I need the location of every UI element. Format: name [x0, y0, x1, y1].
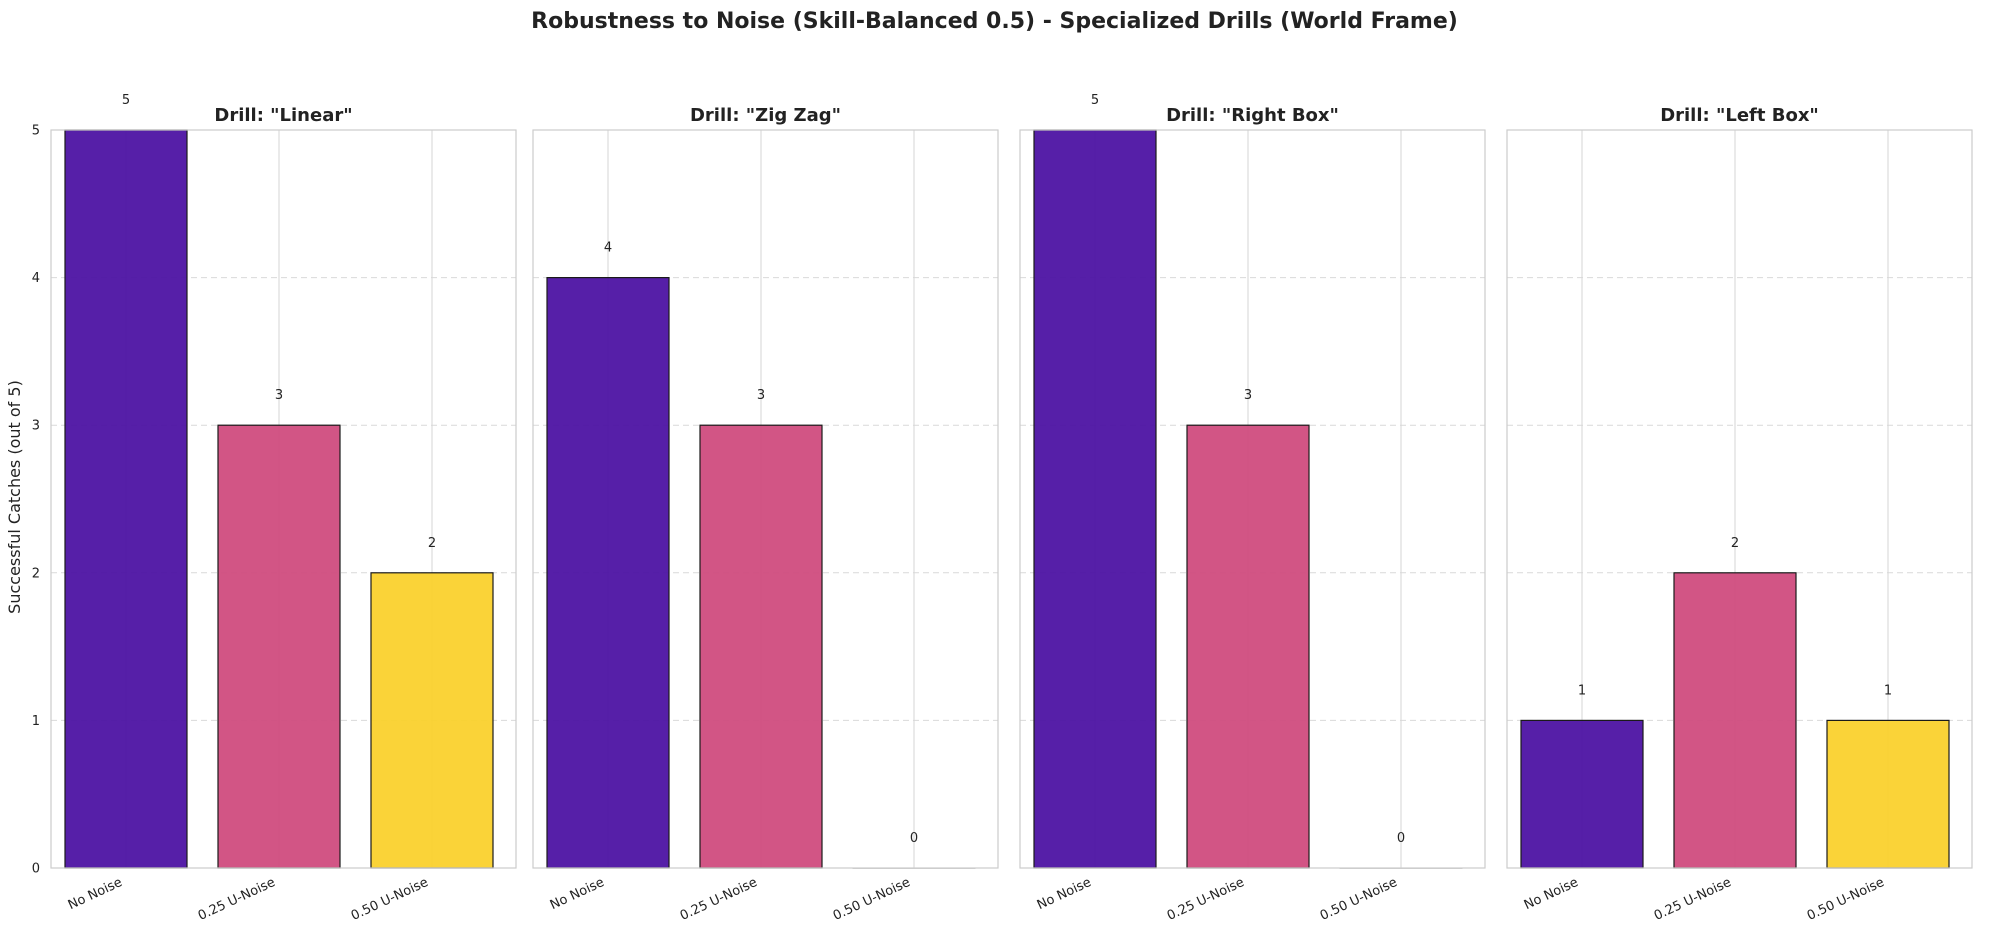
x-tick-label: 0.50 U-Noise [831, 875, 913, 924]
x-tick-label: 0.50 U-Noise [349, 875, 431, 924]
x-tick-label: 0.25 U-Noise [1165, 875, 1247, 924]
bar [1520, 719, 1644, 869]
bar [370, 572, 494, 869]
subplot-frame [1019, 129, 1486, 869]
subplot-frame [50, 129, 517, 869]
x-tick-label: 0.50 U-Noise [1805, 875, 1887, 924]
figure-suptitle: Robustness to Noise (Skill-Balanced 0.5)… [531, 9, 1458, 34]
x-tick-label: No Noise [66, 875, 125, 913]
bar [1186, 424, 1310, 869]
subplot-3: 5 No Noise 3 0.25 U-Noise 0 0.50 U-Noise Drill… [1019, 93, 1486, 924]
subplot-4: 1 No Noise 2 0.25 U-Noise 1 0.50 U-Noise Drill… [1506, 105, 1973, 924]
subplot-2: 4 No Noise 3 0.25 U-Noise 0 0.50 U-Noise Drill… [532, 105, 999, 924]
bar-value-label: 0 [1397, 831, 1405, 846]
bar [1033, 129, 1157, 869]
bar [1673, 572, 1797, 869]
bar-value-label: 1 [1884, 683, 1892, 698]
x-tick-label: No Noise [1522, 875, 1581, 913]
subplot-1: 5 No Noise 3 0.25 U-Noise 2 0.50 U-Noise Drill… [32, 93, 517, 924]
x-tick-label: 0.25 U-Noise [196, 875, 278, 924]
bar [1826, 719, 1950, 869]
y-tick-label: 0 [32, 862, 40, 877]
y-tick-label: 4 [32, 271, 40, 286]
x-tick-label: 0.25 U-Noise [1652, 875, 1734, 924]
subplot-frame [1506, 129, 1973, 869]
bar-value-label: 5 [1091, 93, 1099, 108]
subplot-title: Drill: "Linear" [214, 105, 352, 126]
y-tick-label: 3 [32, 419, 40, 434]
y-tick-label: 2 [32, 566, 40, 581]
bar-value-label: 1 [1578, 683, 1586, 698]
y-axis-label: Successful Catches (out of 5) [5, 380, 24, 614]
bar-value-label: 2 [428, 536, 436, 551]
bar [64, 129, 188, 869]
bar-value-label: 3 [275, 388, 283, 403]
bar-value-label: 0 [910, 831, 918, 846]
subplot-frame [532, 129, 999, 869]
bar [546, 277, 670, 869]
bar-value-label: 3 [757, 388, 765, 403]
subplot-grid: 5 No Noise 3 0.25 U-Noise 2 0.50 U-Noise Drill… [32, 93, 1973, 924]
x-tick-label: 0.25 U-Noise [678, 875, 760, 924]
subplot-title: Drill: "Right Box" [1166, 105, 1339, 126]
bar [699, 424, 823, 869]
bar-value-label: 3 [1244, 388, 1252, 403]
x-tick-label: No Noise [1035, 875, 1094, 913]
bar [217, 424, 341, 869]
subplot-title: Drill: "Zig Zag" [690, 105, 841, 126]
y-tick-label: 5 [32, 124, 40, 139]
bar-value-label: 4 [604, 241, 612, 256]
subplot-title: Drill: "Left Box" [1660, 105, 1819, 126]
x-tick-label: 0.50 U-Noise [1318, 875, 1400, 924]
bar-value-label: 2 [1731, 536, 1739, 551]
bar-value-label: 5 [122, 93, 130, 108]
x-tick-label: No Noise [548, 875, 607, 913]
y-tick-label: 1 [32, 714, 40, 729]
